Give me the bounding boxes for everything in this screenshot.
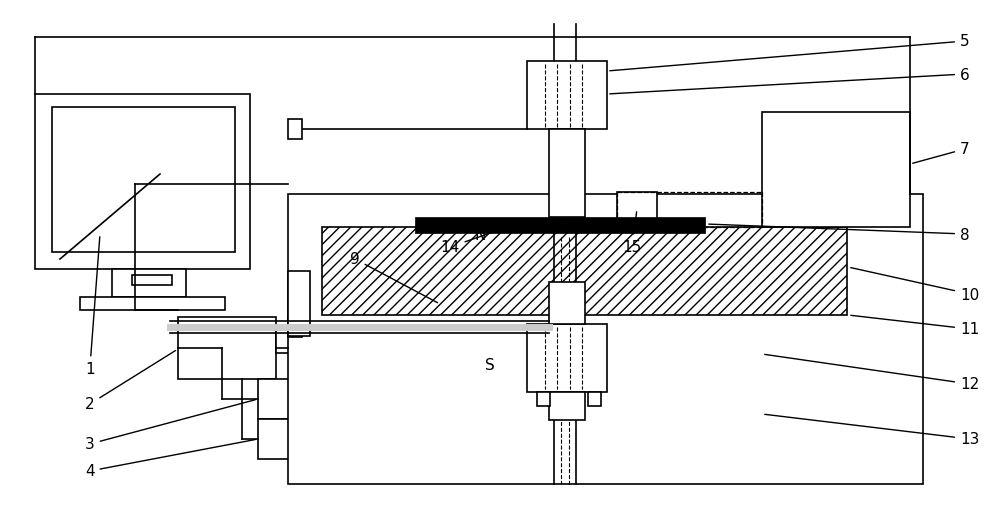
Bar bbox=[549, 130, 585, 217]
Bar bbox=[276, 329, 289, 353]
Bar bbox=[132, 275, 172, 286]
Text: 7: 7 bbox=[913, 142, 970, 164]
Text: 12: 12 bbox=[765, 355, 979, 392]
Bar bbox=[549, 392, 585, 420]
Text: 11: 11 bbox=[851, 316, 979, 337]
Bar bbox=[588, 392, 601, 406]
Bar bbox=[112, 269, 186, 297]
Text: 10: 10 bbox=[851, 268, 979, 302]
Text: 13: 13 bbox=[765, 414, 979, 446]
Bar bbox=[258, 419, 313, 459]
Bar bbox=[258, 379, 313, 419]
Bar bbox=[178, 318, 276, 379]
Bar bbox=[322, 228, 847, 316]
Text: 14: 14 bbox=[440, 222, 522, 255]
Bar bbox=[527, 62, 607, 130]
Bar bbox=[762, 113, 910, 228]
Bar bbox=[52, 108, 235, 252]
Bar bbox=[288, 318, 302, 337]
Bar bbox=[415, 217, 705, 234]
Text: 15: 15 bbox=[622, 212, 642, 255]
Text: N: N bbox=[474, 227, 486, 242]
Text: 9: 9 bbox=[350, 252, 438, 303]
Text: 8: 8 bbox=[709, 224, 970, 242]
Bar bbox=[288, 194, 923, 484]
Bar bbox=[288, 120, 302, 140]
Text: 2: 2 bbox=[85, 351, 176, 412]
Bar bbox=[537, 392, 550, 406]
Bar bbox=[288, 271, 310, 336]
Text: 3: 3 bbox=[85, 400, 255, 451]
Bar bbox=[527, 324, 607, 392]
Text: 1: 1 bbox=[85, 237, 100, 377]
Text: 5: 5 bbox=[610, 35, 970, 72]
Bar bbox=[549, 282, 585, 324]
Bar bbox=[35, 95, 250, 269]
Text: 6: 6 bbox=[610, 67, 970, 95]
Bar bbox=[80, 297, 225, 310]
Text: 4: 4 bbox=[85, 440, 255, 478]
Bar bbox=[617, 192, 657, 228]
Text: S: S bbox=[485, 357, 495, 372]
